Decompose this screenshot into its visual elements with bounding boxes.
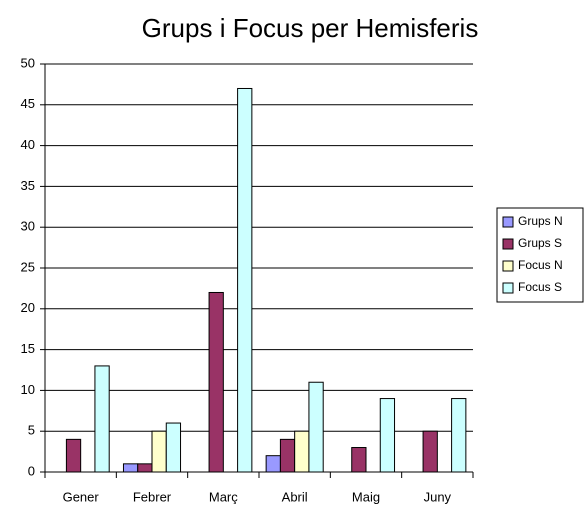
bar bbox=[122, 463, 139, 473]
x-tick-label: Juny bbox=[424, 489, 452, 504]
legend-swatch bbox=[502, 238, 514, 250]
bar bbox=[294, 430, 310, 473]
legend-swatch bbox=[502, 260, 514, 272]
y-tick-label: 30 bbox=[21, 219, 35, 234]
bar bbox=[165, 422, 182, 473]
legend-label: Focus N bbox=[518, 258, 563, 272]
y-tick-label: 5 bbox=[28, 423, 35, 438]
y-tick-label: 45 bbox=[21, 96, 35, 111]
y-tick-label: 10 bbox=[21, 382, 35, 397]
bar bbox=[208, 291, 224, 473]
x-tick-label: Març bbox=[209, 489, 238, 504]
bar bbox=[308, 381, 324, 473]
bar bbox=[65, 438, 82, 473]
x-tick-label: Abril bbox=[282, 489, 308, 504]
legend-label: Grups S bbox=[518, 236, 562, 250]
bar bbox=[451, 398, 467, 473]
bar bbox=[94, 365, 110, 473]
bar bbox=[279, 438, 296, 473]
bar bbox=[137, 463, 153, 473]
x-tick-label: Maig bbox=[352, 489, 380, 504]
y-tick-label: 35 bbox=[21, 178, 35, 193]
bar bbox=[237, 87, 253, 473]
legend-label: Grups N bbox=[518, 214, 563, 228]
y-tick-label: 40 bbox=[21, 137, 35, 152]
x-tick-label: Gener bbox=[63, 489, 100, 504]
y-tick-label: 25 bbox=[21, 259, 35, 274]
y-tick-label: 20 bbox=[21, 300, 35, 315]
chart-title: Grups i Focus per Hemisferis bbox=[142, 13, 479, 43]
bar bbox=[379, 398, 396, 473]
bar bbox=[265, 455, 281, 473]
y-tick-label: 15 bbox=[21, 341, 35, 356]
x-tick-label: Febrer bbox=[133, 489, 172, 504]
y-tick-label: 0 bbox=[28, 463, 35, 478]
bar bbox=[151, 430, 167, 473]
y-tick-label: 50 bbox=[21, 55, 35, 70]
bar bbox=[422, 430, 438, 473]
legend-label: Focus S bbox=[518, 280, 562, 294]
legend-swatch bbox=[502, 282, 514, 294]
legend-swatch bbox=[502, 216, 514, 228]
bar bbox=[351, 447, 367, 473]
